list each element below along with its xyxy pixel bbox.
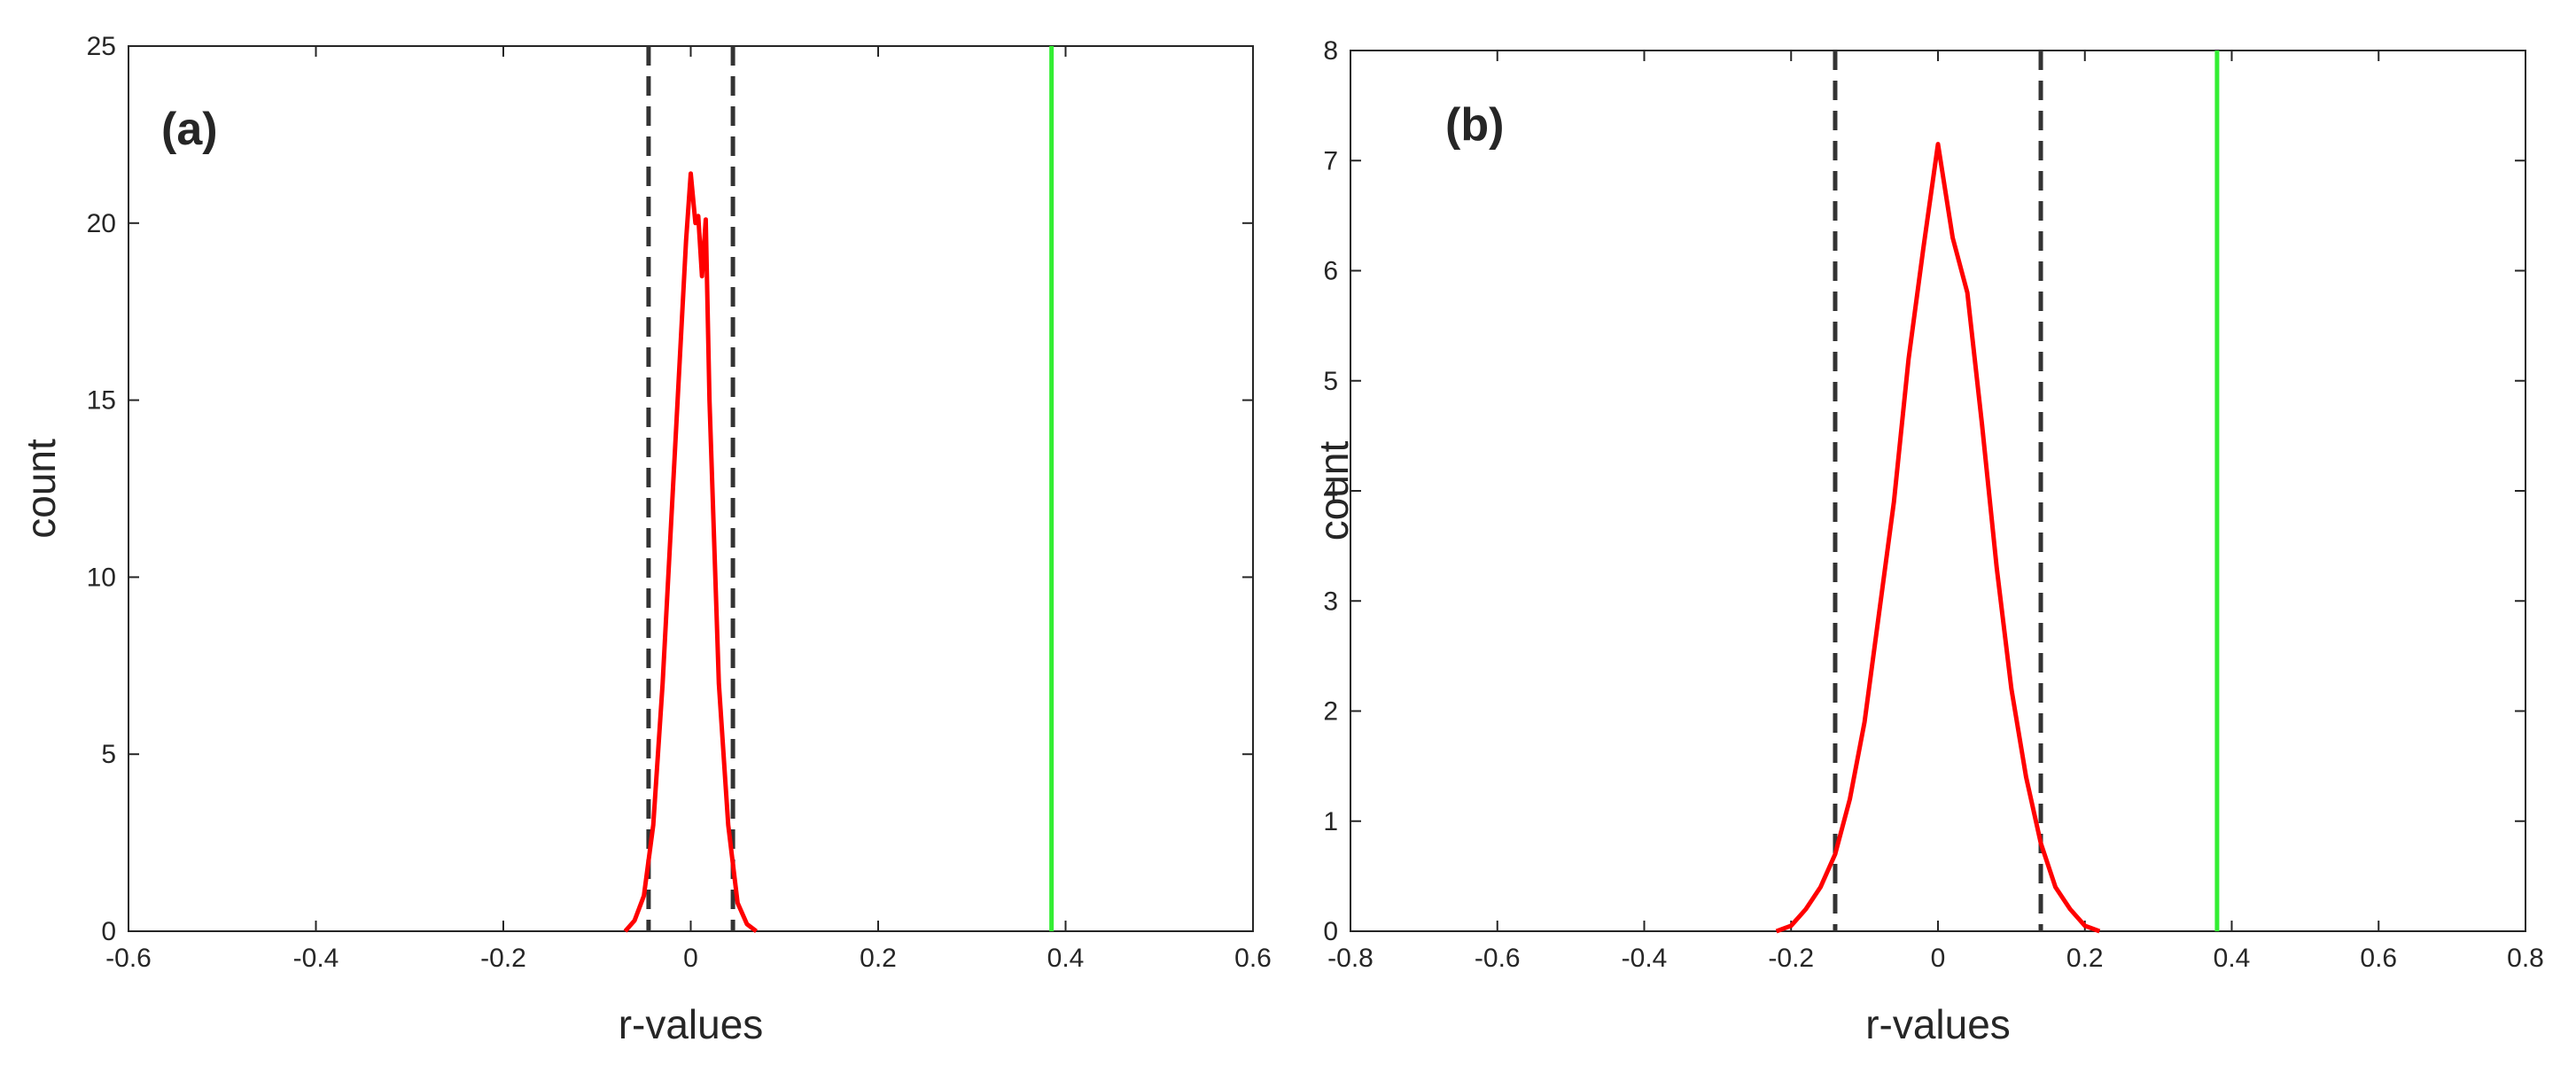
x-tick-label: 0.4	[1047, 944, 1085, 973]
x-tick-label: -0.2	[480, 944, 526, 973]
x-tick-label: -0.4	[293, 944, 339, 973]
y-axis-label: count	[18, 439, 64, 539]
y-tick-label: 6	[1323, 257, 1338, 286]
y-tick-label: 7	[1323, 146, 1338, 175]
y-tick-label: 10	[87, 563, 116, 592]
y-tick-label: 15	[87, 386, 116, 416]
x-tick-label: -0.6	[1475, 944, 1521, 973]
panel-label: (b)	[1445, 99, 1504, 151]
y-tick-label: 5	[1323, 367, 1338, 396]
y-tick-label: 25	[87, 32, 116, 61]
y-tick-label: 3	[1323, 587, 1338, 616]
y-axis-label: count	[1311, 441, 1357, 541]
y-tick-label: 0	[101, 917, 116, 946]
y-tick-label: 20	[87, 209, 116, 238]
y-tick-label: 2	[1323, 697, 1338, 727]
y-tick-label: 1	[1323, 807, 1338, 836]
x-tick-label: -0.4	[1622, 944, 1668, 973]
y-tick-label: 0	[1323, 917, 1338, 946]
distribution-line	[623, 171, 759, 933]
distribution-line	[1775, 142, 2101, 934]
y-tick-label: 4	[1323, 477, 1338, 506]
y-tick-label: 8	[1323, 36, 1338, 66]
plot-area	[1350, 50, 2526, 932]
x-tick-label: 0	[683, 944, 698, 973]
x-tick-label: 0.2	[860, 944, 897, 973]
x-tick-label: 0.6	[1234, 944, 1272, 973]
x-tick-label: -0.6	[105, 944, 152, 973]
x-tick-label: 0.4	[2214, 944, 2251, 973]
x-tick-label: 0.2	[2066, 944, 2104, 973]
x-tick-label: 0	[1931, 944, 1946, 973]
panel-label: (a)	[161, 104, 218, 155]
x-tick-label: -0.8	[1327, 944, 1374, 973]
x-axis-label: r-values	[619, 1001, 764, 1047]
x-tick-label: 0.6	[2360, 944, 2397, 973]
x-axis-label: r-values	[1865, 1001, 2011, 1047]
x-tick-label: 0.8	[2507, 944, 2544, 973]
y-tick-label: 5	[101, 740, 116, 769]
x-tick-label: -0.2	[1768, 944, 1814, 973]
